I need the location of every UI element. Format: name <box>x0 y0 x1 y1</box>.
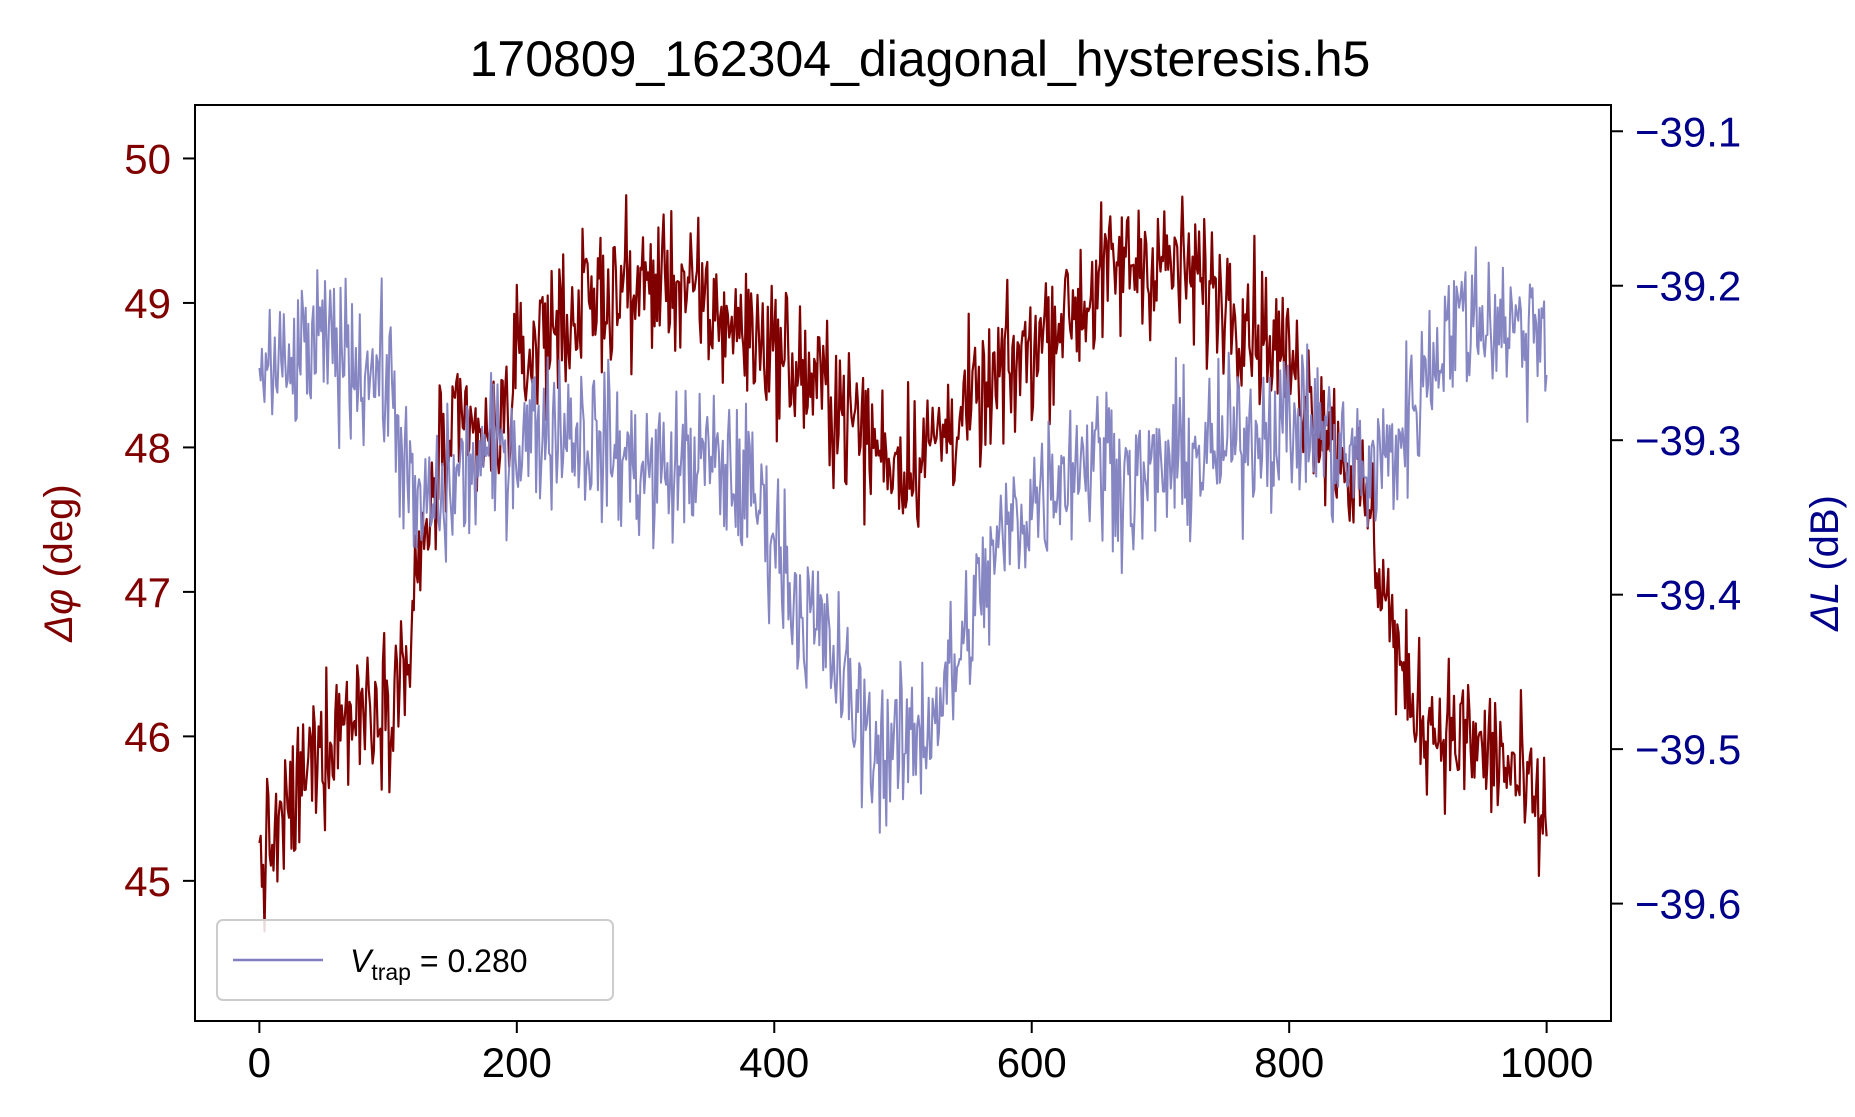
right-tick-label: −39.3 <box>1635 417 1741 464</box>
right-axis-label-unit: (dB) <box>1803 495 1847 582</box>
right-tick-label: −39.5 <box>1635 726 1741 773</box>
x-tick-label: 0 <box>248 1039 271 1086</box>
right-axis-label-symbol: ΔL <box>1803 582 1847 632</box>
right-tick-label: −39.1 <box>1635 108 1741 155</box>
left-tick-label: 50 <box>124 135 171 182</box>
legend-box <box>216 919 614 1001</box>
left-tick-label: 47 <box>124 569 171 616</box>
legend-label-subscript: trap <box>371 959 411 985</box>
x-tick-label: 400 <box>739 1039 809 1086</box>
right-tick-label: −39.2 <box>1635 263 1741 310</box>
left-y-axis: 45 46 47 48 49 50 <box>124 135 195 905</box>
x-tick-label: 200 <box>482 1039 552 1086</box>
legend-label-symbol: V <box>350 943 374 979</box>
right-tick-label: −39.4 <box>1635 572 1741 619</box>
plot-frame <box>194 104 1612 1022</box>
left-tick-label: 49 <box>124 280 171 327</box>
legend-label-value: = 0.280 <box>411 943 528 979</box>
right-tick-label: −39.6 <box>1635 881 1741 928</box>
legend-entry-label: Vtrap = 0.280 <box>350 943 528 985</box>
right-axis-label: ΔL (dB) <box>1803 495 1847 632</box>
x-tick-label: 600 <box>997 1039 1067 1086</box>
right-y-axis: −39.1 −39.2 −39.3 −39.4 −39.5 −39.6 <box>1611 108 1741 928</box>
left-tick-label: 46 <box>124 713 171 760</box>
left-tick-label: 48 <box>124 424 171 471</box>
left-axis-label: Δφ (deg) <box>37 484 81 642</box>
left-axis-label-symbol: Δφ <box>37 589 81 643</box>
left-axis-label-unit: (deg) <box>37 484 81 589</box>
legend: Vtrap = 0.280 <box>216 919 614 1001</box>
series-line-phase <box>258 194 1548 933</box>
series-line-loss <box>258 246 1548 834</box>
left-tick-label: 45 <box>124 858 171 905</box>
x-tick-label: 800 <box>1254 1039 1324 1086</box>
x-axis: 0 200 400 600 800 1000 <box>248 1021 1593 1086</box>
x-tick-label: 1000 <box>1500 1039 1593 1086</box>
chart-title: 170809_162304_diagonal_hysteresis.h5 <box>470 31 1371 87</box>
